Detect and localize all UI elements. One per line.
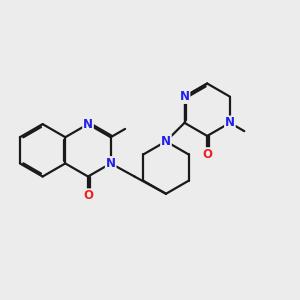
Text: N: N	[179, 90, 190, 103]
Text: N: N	[161, 135, 171, 148]
Text: O: O	[83, 189, 93, 202]
Text: N: N	[225, 116, 235, 129]
Text: N: N	[83, 118, 93, 130]
Text: O: O	[202, 148, 212, 161]
Text: N: N	[106, 157, 116, 170]
